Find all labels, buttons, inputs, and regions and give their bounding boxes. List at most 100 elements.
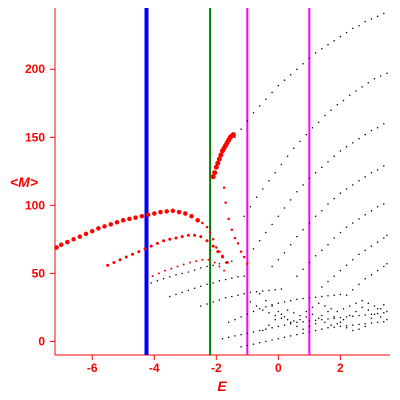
data-point-s12-3 [333,275,335,277]
data-point-s13-7 [383,265,385,268]
data-point-s19-10 [296,333,298,336]
data-point-s1-21 [176,209,182,215]
data-point-s3-21 [225,261,229,264]
data-point-s13-3 [358,283,360,285]
data-point-s7-15 [321,48,323,50]
data-point-s4-10 [207,258,210,261]
data-point-s17-17 [327,295,329,297]
data-point-s12-2 [327,280,329,283]
data-point-s19-22 [370,322,373,324]
data-point-s5-1 [210,174,216,180]
data-point-s10-15 [358,180,360,182]
data-point-s8-20 [361,86,363,88]
data-point-s9-19 [364,133,366,136]
data-point-s1-4 [71,237,76,242]
data-point-s4-12 [218,265,221,268]
data-point-s19-17 [339,325,342,328]
data-point-s8-4 [262,188,264,190]
data-point-s22-16 [352,329,354,332]
data-point-s9-5 [277,215,280,217]
data-point-s18-27 [383,312,385,314]
data-point-s11-6 [327,244,329,246]
data-point-s18-6 [252,331,255,333]
data-point-s1-13 [127,216,132,222]
data-point-s7-4 [252,112,255,114]
data-point-s3-2 [112,261,116,264]
data-point-s17-16 [321,295,323,298]
data-point-s21-12 [330,307,332,310]
data-point-s14-7 [187,271,190,273]
data-point-s11-12 [364,214,366,216]
data-point-s18-19 [333,317,335,320]
data-point-s1-9 [102,224,107,229]
data-point-s9-13 [327,161,329,163]
data-point-s12-10 [376,241,379,243]
data-point-s10-13 [345,188,348,190]
data-point-s17-4 [246,313,249,315]
data-point-s11-13 [370,210,373,212]
data-point-s20-10 [305,316,308,318]
data-point-s8-18 [348,94,351,96]
data-point-s17-10 [283,301,286,303]
data-point-s10-7 [308,222,311,224]
data-point-s9-9 [302,184,304,186]
data-point-s7-7 [271,91,273,94]
data-point-s19-21 [364,322,366,325]
data-point-s18-23 [358,314,360,317]
data-point-s21-13 [336,310,339,313]
data-point-s1-3 [65,239,70,245]
data-point-s9-12 [321,166,323,168]
data-point-s10-14 [352,184,354,186]
data-point-s14-10 [206,265,208,268]
data-point-s18-1 [221,337,224,340]
data-point-s11-4 [314,254,317,257]
data-point-s10-3 [283,252,286,254]
y-tick-label: 0 [38,334,45,348]
data-point-s8-2 [249,205,252,208]
data-point-s8-14 [324,114,326,117]
data-point-s15-4 [187,289,190,292]
data-point-s8-12 [311,126,314,129]
data-point-s4-8 [195,260,198,263]
data-point-s4-4 [170,267,173,270]
data-point-s7-11 [296,68,298,70]
data-point-s6-3 [227,217,230,221]
data-point-s18-26 [376,312,379,315]
data-point-s8-6 [274,171,276,174]
data-point-s19-1 [240,346,242,348]
data-point-s8-16 [336,103,339,106]
data-point-s14-14 [231,260,233,262]
data-point-s18-2 [227,336,230,339]
data-point-s1-6 [83,231,89,237]
data-point-s19-16 [333,326,335,328]
data-point-s15-10 [224,278,227,281]
data-point-s21-10 [317,302,320,305]
data-point-s16-7 [237,294,239,296]
data-point-s7-24 [376,15,379,17]
data-point-s6-4 [230,228,234,232]
data-point-s20-9 [299,318,301,321]
data-point-s4-7 [188,261,191,264]
data-point-s12-11 [383,237,385,239]
data-point-s3-13 [180,235,184,239]
data-point-s18-11 [283,324,286,326]
data-point-s22-17 [358,328,360,330]
data-point-s9-8 [296,190,298,193]
data-point-s15-8 [212,282,214,284]
data-point-s13-8 [386,263,388,265]
data-point-s17-3 [240,316,242,318]
data-point-s4-13 [223,269,226,272]
data-point-s1-23 [189,213,194,219]
data-point-s19-6 [271,339,273,341]
data-point-s21-8 [305,310,308,313]
data-point-s5-5 [216,156,222,162]
data-point-s3-1 [106,263,110,267]
y-tick-label: 200 [25,62,45,76]
data-point-s21-1 [262,329,264,332]
data-point-s16-9 [249,291,252,294]
data-point-s22-5 [283,316,286,318]
data-point-s20-3 [262,309,264,311]
data-point-s4-5 [176,265,179,268]
data-point-s7-6 [265,98,267,100]
data-point-s3-12 [174,236,178,240]
